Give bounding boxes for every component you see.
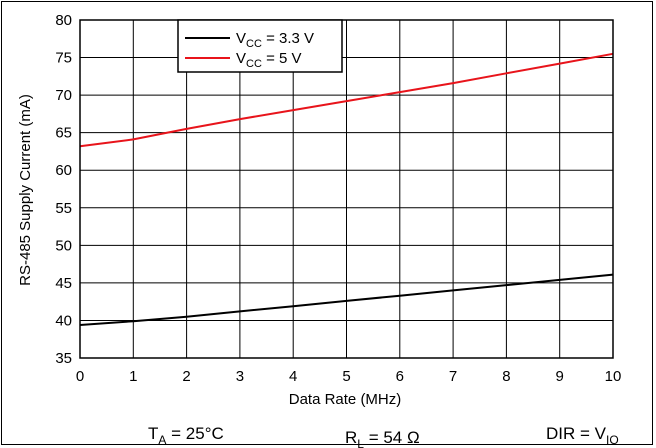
series-line-vcc-5v [79,52,614,148]
legend-label: VCC = 5 V [236,50,302,70]
condition-ta: TA = 25°C [148,424,224,447]
series-lines [79,52,614,326]
legend-label: VCC = 3.3 V [236,30,314,50]
grid-lines [79,19,614,359]
x-tick-label: 10 [605,368,622,385]
series-line-vcc-3-3v [79,273,614,326]
y-tick-label: 55 [55,200,72,217]
y-tick-label: 40 [55,312,72,329]
x-tick-label: 1 [129,368,137,385]
x-tick-label: 3 [236,368,244,385]
condition-dir: DIR = VIO [546,424,619,447]
x-tick-label: 8 [502,368,510,385]
y-tick-label: 50 [55,237,72,254]
x-tick-label: 2 [182,368,190,385]
condition-rl: RL = 54 Ω [345,428,420,448]
y-tick-label: 75 [55,50,72,67]
x-tick-labels: 0 1 2 3 4 5 6 7 8 9 10 [76,368,622,385]
x-tick-label: 6 [396,368,404,385]
x-tick-label: 5 [342,368,350,385]
plot-area-border [79,19,614,359]
y-tick-label: 35 [55,350,72,367]
y-axis-label: RS-485 Supply Current (mA) [17,94,34,286]
x-tick-label: 7 [449,368,457,385]
x-tick-label: 0 [76,368,84,385]
x-tick-label: 9 [556,368,564,385]
y-tick-labels: 35 40 45 50 55 60 65 70 75 80 [55,12,72,367]
y-tick-label: 60 [55,162,72,179]
y-tick-label: 65 [55,125,72,142]
x-tick-label: 4 [289,368,297,385]
x-axis-label: Data Rate (MHz) [289,391,402,408]
legend-box [177,19,343,73]
y-tick-label: 45 [55,275,72,292]
test-conditions: TA = 25°C RL = 54 Ω DIR = VIO [148,424,619,448]
y-tick-label: 80 [55,12,72,29]
y-tick-label: 70 [55,87,72,104]
